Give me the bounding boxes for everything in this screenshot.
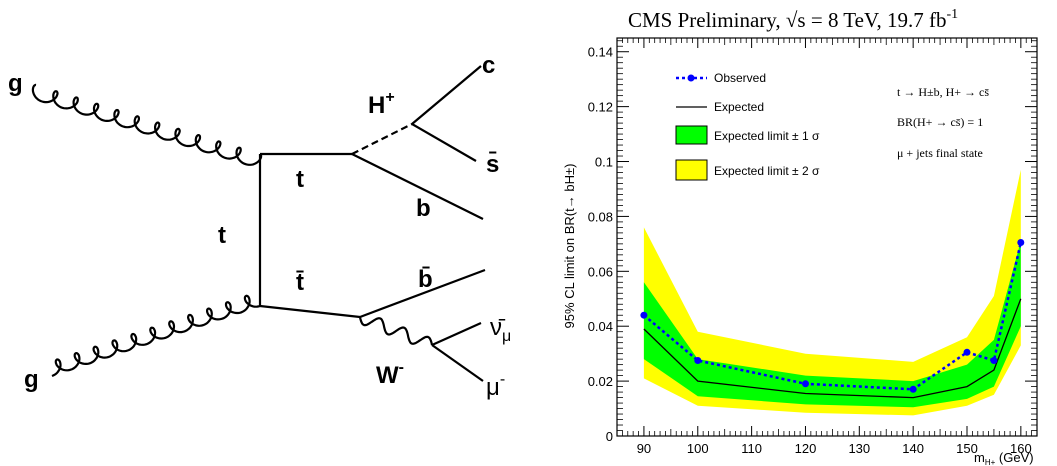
legend-band2-swatch xyxy=(675,159,708,181)
legend-band2-label: Expected limit ± 2 σ xyxy=(714,164,820,178)
observed-point xyxy=(640,311,648,319)
observed-point xyxy=(909,385,917,393)
x-axis-label: mH+ (GeV) xyxy=(974,450,1034,466)
w-boson-line xyxy=(358,316,434,346)
observed-point xyxy=(694,357,702,364)
feynman-labels: g g t t t̄ H+ c s̄ b b̄ W- xyxy=(8,52,499,393)
x-tick-label: 130 xyxy=(848,441,870,456)
expected-line xyxy=(643,298,1022,399)
sbar-quark-label: s̄ xyxy=(486,151,499,178)
band-2sigma xyxy=(643,169,1021,416)
y-tick-label: 0.1 xyxy=(595,155,613,170)
annotations: t → H±b, H+ → cs̄ BR(H+ → cs̄) = 1 μ + j… xyxy=(897,85,989,160)
bbar-quark-line xyxy=(359,268,486,319)
x-tick-label: 90 xyxy=(637,441,651,456)
legend: Observed Expected Expected limit ± 1 σ E… xyxy=(675,71,820,181)
x-tick-label: 110 xyxy=(741,441,762,456)
b-quark-line xyxy=(351,153,484,220)
c-quark-line xyxy=(411,65,482,125)
t-propagator-label: t xyxy=(218,222,226,249)
observed-point xyxy=(802,380,809,388)
muon-line xyxy=(431,344,484,382)
plot-header: CMS Preliminary, √s = 8 TeV, 19.7 fb-1 xyxy=(628,7,958,32)
ticks-layer: 90 100 110 120 130 140 150 160 0 0.02 0.04 0.06 0.08… xyxy=(588,38,1038,456)
x-tick-label: 160 xyxy=(1010,441,1032,456)
legend-observed-marker xyxy=(687,74,695,82)
observed-point xyxy=(963,348,971,356)
gluon-top-label: g xyxy=(8,70,23,97)
plot-area: 90 100 110 120 130 140 150 160 0 0.02 0.04 0.06 0.08… xyxy=(588,37,1038,456)
bands-layer xyxy=(643,169,1021,416)
y-axis-label: 95% CL limit on BR(t→ bH±) xyxy=(562,164,577,329)
b-quark-label: b xyxy=(416,195,431,222)
antineutrino-line xyxy=(431,321,482,347)
annotation-br: BR(H+ → cs̄) = 1 xyxy=(897,115,983,129)
annotation-state: μ + jets final state xyxy=(897,146,983,160)
y-tick-label: 0.14 xyxy=(588,45,613,60)
tbar-lower-line xyxy=(259,304,361,319)
x-tick-label: 140 xyxy=(902,441,924,456)
tbar-lower-label: t̄ xyxy=(296,269,304,296)
y-tick-label: 0.02 xyxy=(588,374,613,389)
svg-text:CMS Preliminary, √s = 8 TeV,: CMS Preliminary, √s = 8 TeV, 19.7 fb-1 xyxy=(628,7,958,32)
gluon-top-line xyxy=(31,83,263,166)
y-tick-label: 0.06 xyxy=(588,264,613,279)
legend-band1-swatch xyxy=(675,125,708,145)
x-tick-label: 120 xyxy=(795,441,817,456)
c-quark-label: c xyxy=(482,52,495,79)
observed-point xyxy=(1017,239,1025,246)
legend-expected-label: Expected xyxy=(714,100,764,114)
t-upper-label: t xyxy=(296,166,304,193)
observed-point xyxy=(990,357,998,364)
y-tick-label: 0 xyxy=(606,429,613,444)
legend-band1-label: Expected limit ± 1 σ xyxy=(714,129,820,143)
x-tick-label: 150 xyxy=(956,441,978,456)
higgs-label: H+ xyxy=(368,89,395,119)
legend-observed-label: Observed xyxy=(714,71,766,85)
y-tick-label: 0.08 xyxy=(588,209,613,224)
band-1sigma xyxy=(643,241,1021,408)
lines-layer xyxy=(640,239,1025,399)
y-tick-label: 0.12 xyxy=(588,100,613,115)
sbar-quark-line xyxy=(411,123,477,162)
lepton-labels: ν̄μ μ- xyxy=(486,314,511,401)
w-boson-label: W- xyxy=(376,359,404,389)
x-tick-label: 100 xyxy=(687,441,709,456)
muon-label: μ- xyxy=(486,371,505,401)
gluon-bottom-line xyxy=(51,294,261,378)
gluon-bottom-label: g xyxy=(24,366,39,393)
annotation-process: t → H±b, H+ → cs̄ xyxy=(897,85,989,99)
feynman-diagram xyxy=(31,65,486,382)
antineutrino-label: ν̄μ xyxy=(490,314,511,345)
bbar-quark-label: b̄ xyxy=(418,266,433,293)
y-tick-label: 0.04 xyxy=(588,319,613,334)
higgs-dashed-line xyxy=(351,123,413,155)
